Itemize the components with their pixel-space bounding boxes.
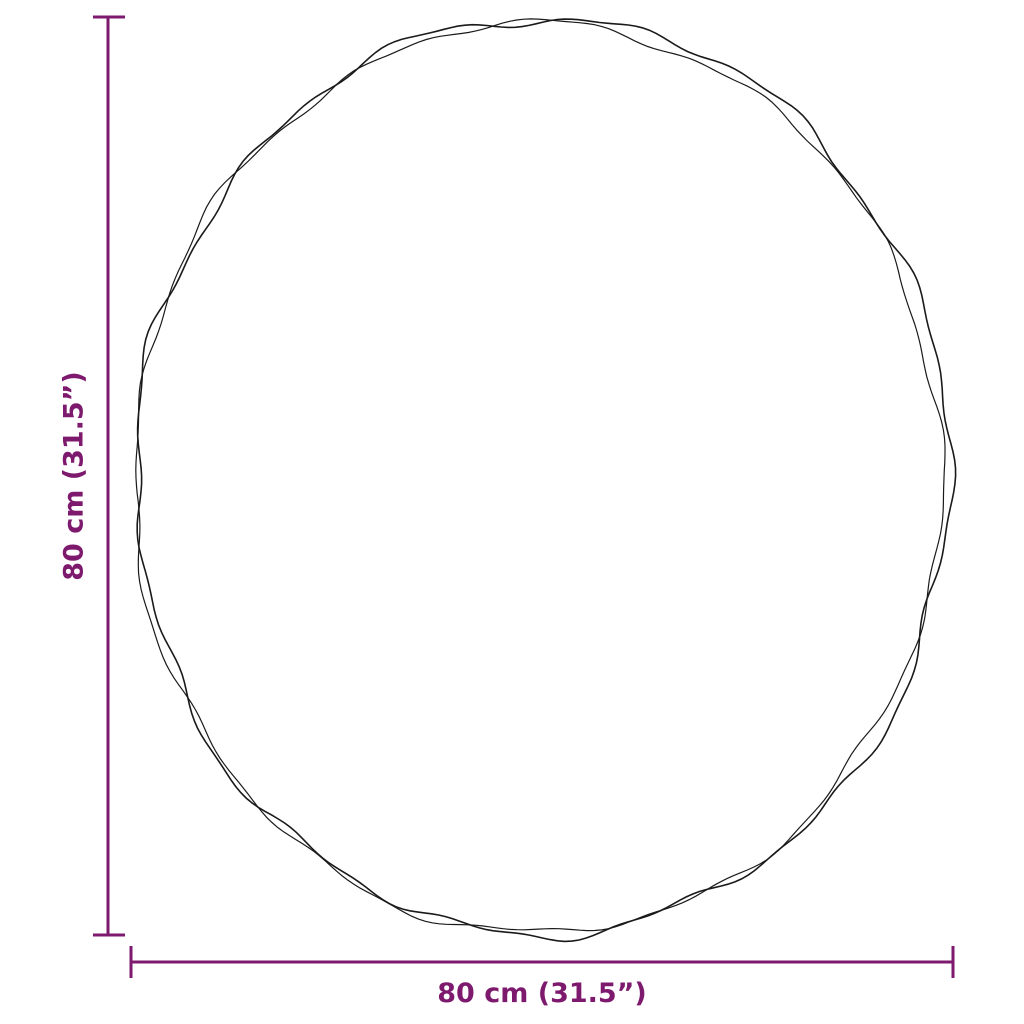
round-mirror-outline [136, 18, 957, 943]
height-dimension-line [93, 15, 125, 937]
mirror-edge-shadow [135, 18, 946, 932]
height-label: 80 cm (31.5”) [58, 371, 90, 581]
width-dimension-line [129, 946, 955, 978]
width-label: 80 cm (31.5”) [437, 978, 647, 1009]
